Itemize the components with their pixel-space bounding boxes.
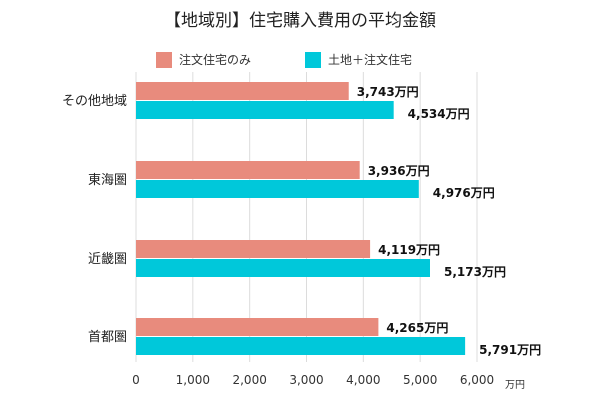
legend-swatch <box>305 51 321 68</box>
legend-label: 土地＋注文住宅 <box>328 53 413 67</box>
x-tick-label: 1,000 <box>176 373 210 387</box>
bar-land-and-house <box>136 337 466 355</box>
x-tick-label: 6,000 <box>460 373 494 387</box>
legend-label: 注文住宅のみ <box>179 53 252 67</box>
x-axis-unit: 万円 <box>505 380 525 391</box>
legend-item-series-1: 土地＋注文住宅 <box>305 51 412 68</box>
legend-item-series-0: 注文住宅のみ <box>156 51 251 68</box>
bar-house-only <box>136 82 349 100</box>
data-label: 3,743万円 <box>357 85 419 99</box>
bar-land-and-house <box>136 259 430 277</box>
data-label: 3,936万円 <box>368 164 430 178</box>
x-tick-label: 4,000 <box>346 373 380 387</box>
x-tick-label: 2,000 <box>232 373 266 387</box>
category-label: 近畿圏 <box>88 252 127 267</box>
bar-house-only <box>136 240 371 258</box>
data-label: 4,976万円 <box>433 186 495 200</box>
data-label: 4,534万円 <box>408 107 470 121</box>
data-label: 5,791万円 <box>479 343 541 357</box>
data-label: 4,265万円 <box>386 321 448 335</box>
bar-house-only <box>136 318 379 336</box>
bar-land-and-house <box>136 180 419 198</box>
chart-title: 【地域別】住宅購入費用の平均金額 <box>164 11 436 31</box>
data-label: 4,119万円 <box>378 243 440 257</box>
x-tick-label: 5,000 <box>403 373 437 387</box>
x-tick-label: 0 <box>132 373 140 387</box>
category-label: 首都圏 <box>88 330 127 345</box>
category-label: その他地域 <box>62 94 127 109</box>
bar-land-and-house <box>136 101 394 119</box>
legend-swatch <box>156 51 172 68</box>
data-label: 5,173万円 <box>444 265 506 279</box>
x-tick-label: 3,000 <box>289 373 323 387</box>
category-label: 東海圏 <box>88 172 127 188</box>
bar-house-only <box>136 161 360 179</box>
